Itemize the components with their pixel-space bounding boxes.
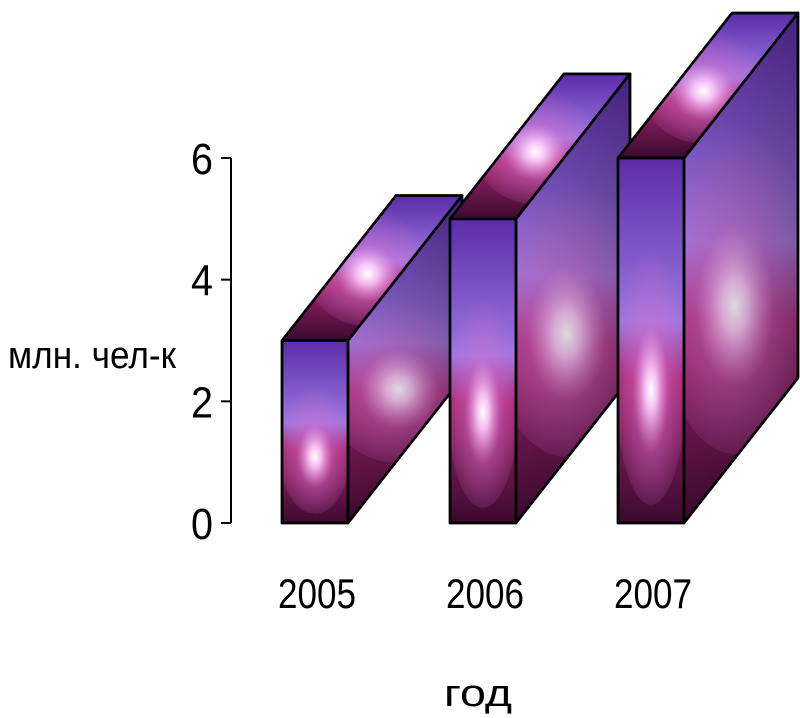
bar-front-glow — [618, 249, 684, 505]
y-axis-title: млн. чел-к — [8, 335, 176, 377]
bar-2007 — [616, 11, 800, 525]
y-tick-label: 0 — [191, 500, 213, 549]
bar-front-glow — [282, 386, 348, 514]
y-tick-label: 4 — [191, 257, 213, 306]
bar-outline — [280, 339, 350, 525]
x-axis-title: год — [444, 673, 512, 715]
bar-side-shade — [684, 13, 798, 523]
y-axis: 0 2 4 6 — [191, 135, 232, 549]
x-tick-label: 2006 — [446, 570, 524, 617]
bar-side-shade — [516, 73, 630, 523]
bars — [280, 11, 800, 525]
bar-2005 — [280, 194, 464, 525]
x-tick-label: 2007 — [614, 570, 692, 617]
bar-side-shade — [348, 195, 462, 523]
bar-outline — [448, 217, 518, 525]
y-tick-label: 2 — [191, 378, 213, 427]
bar-outline — [616, 156, 686, 525]
x-tick-labels: 2005 2006 2007 — [278, 570, 692, 617]
y-tick-label: 6 — [191, 135, 213, 184]
x-tick-label: 2005 — [278, 570, 356, 617]
bar-front-glow — [450, 294, 516, 508]
